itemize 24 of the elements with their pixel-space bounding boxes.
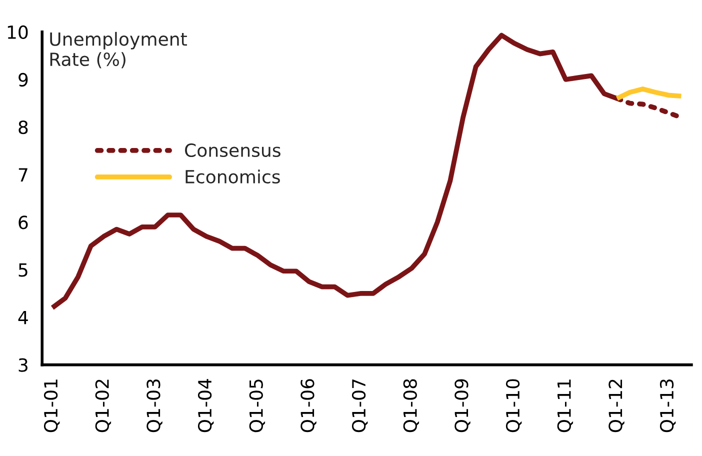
y-tick-label: 10: [8, 25, 28, 40]
x-tick-label: Q1-13: [660, 379, 676, 432]
x-tick-label: Q1-03: [146, 379, 162, 432]
x-tick-label: Q1-09: [454, 379, 470, 432]
x-tick-label: Q1-02: [95, 380, 112, 432]
x-tick-label: Q1-12: [608, 380, 624, 432]
y-tick-label: 6: [18, 216, 28, 230]
x-tick-label: Q1-05: [249, 380, 266, 432]
y-tick-label: 5: [18, 263, 28, 277]
y-tick-label: 4: [18, 310, 28, 324]
x-tick-label: Q1-10: [506, 379, 522, 432]
x-tick-label: Q1-08: [403, 379, 420, 432]
y-tick-label: 3: [18, 358, 28, 372]
x-tick-label: Q1-07: [352, 380, 368, 432]
x-tick-label: Q1-06: [300, 379, 316, 432]
x-tick-label: Q1-11: [557, 380, 574, 432]
legend-label: Economics: [186, 170, 280, 184]
y-tick-label: 9: [18, 72, 28, 87]
y-tick-label: 8: [18, 120, 28, 134]
x-tick-label: Q1-04: [198, 379, 214, 432]
x-tick-label: Q1-01: [44, 380, 60, 432]
y-tick-label: 7: [18, 168, 28, 182]
legend-label: Consensus: [185, 143, 280, 158]
y-axis-title: Unemployment Rate (%): [50, 32, 187, 68]
